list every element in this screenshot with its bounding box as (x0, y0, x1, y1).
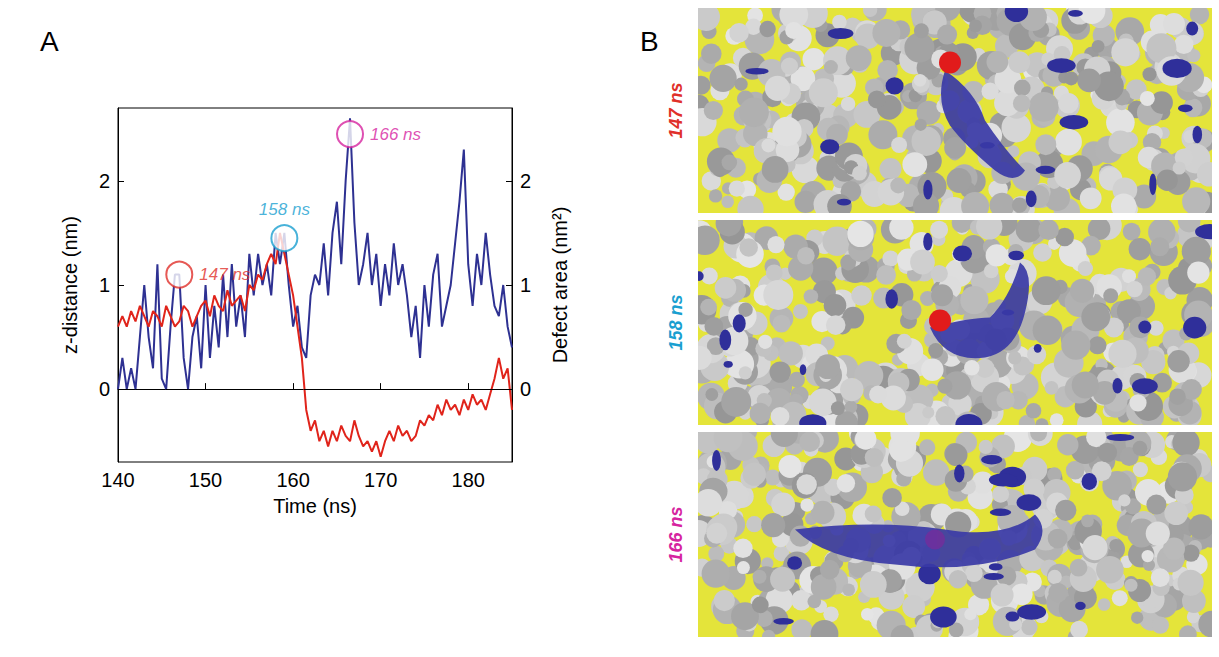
svg-text:2: 2 (520, 170, 531, 192)
svg-text:170: 170 (364, 469, 397, 491)
svg-text:z-distance (nm): z-distance (nm) (59, 216, 81, 354)
svg-text:2: 2 (99, 170, 110, 192)
svg-text:0: 0 (520, 378, 531, 400)
svg-text:1: 1 (520, 274, 531, 296)
svg-text:147 ns: 147 ns (199, 265, 251, 284)
svg-text:Defect area (nm²): Defect area (nm²) (549, 207, 571, 364)
svg-text:150: 150 (189, 469, 222, 491)
svg-text:140: 140 (101, 469, 134, 491)
svg-text:158 ns: 158 ns (666, 294, 686, 350)
html-text:A: A (40, 26, 59, 57)
svg-text:160: 160 (276, 469, 309, 491)
svg-text:158 ns: 158 ns (259, 200, 311, 219)
svg-text:166 ns: 166 ns (370, 125, 422, 144)
svg-text:Time (ns): Time (ns) (273, 495, 357, 517)
svg-text:1: 1 (99, 274, 110, 296)
svg-text:147 ns: 147 ns (666, 82, 686, 138)
html-text:B: B (640, 26, 659, 57)
svg-text:166 ns: 166 ns (666, 506, 686, 562)
svg-text:0: 0 (99, 378, 110, 400)
svg-text:180: 180 (452, 469, 485, 491)
